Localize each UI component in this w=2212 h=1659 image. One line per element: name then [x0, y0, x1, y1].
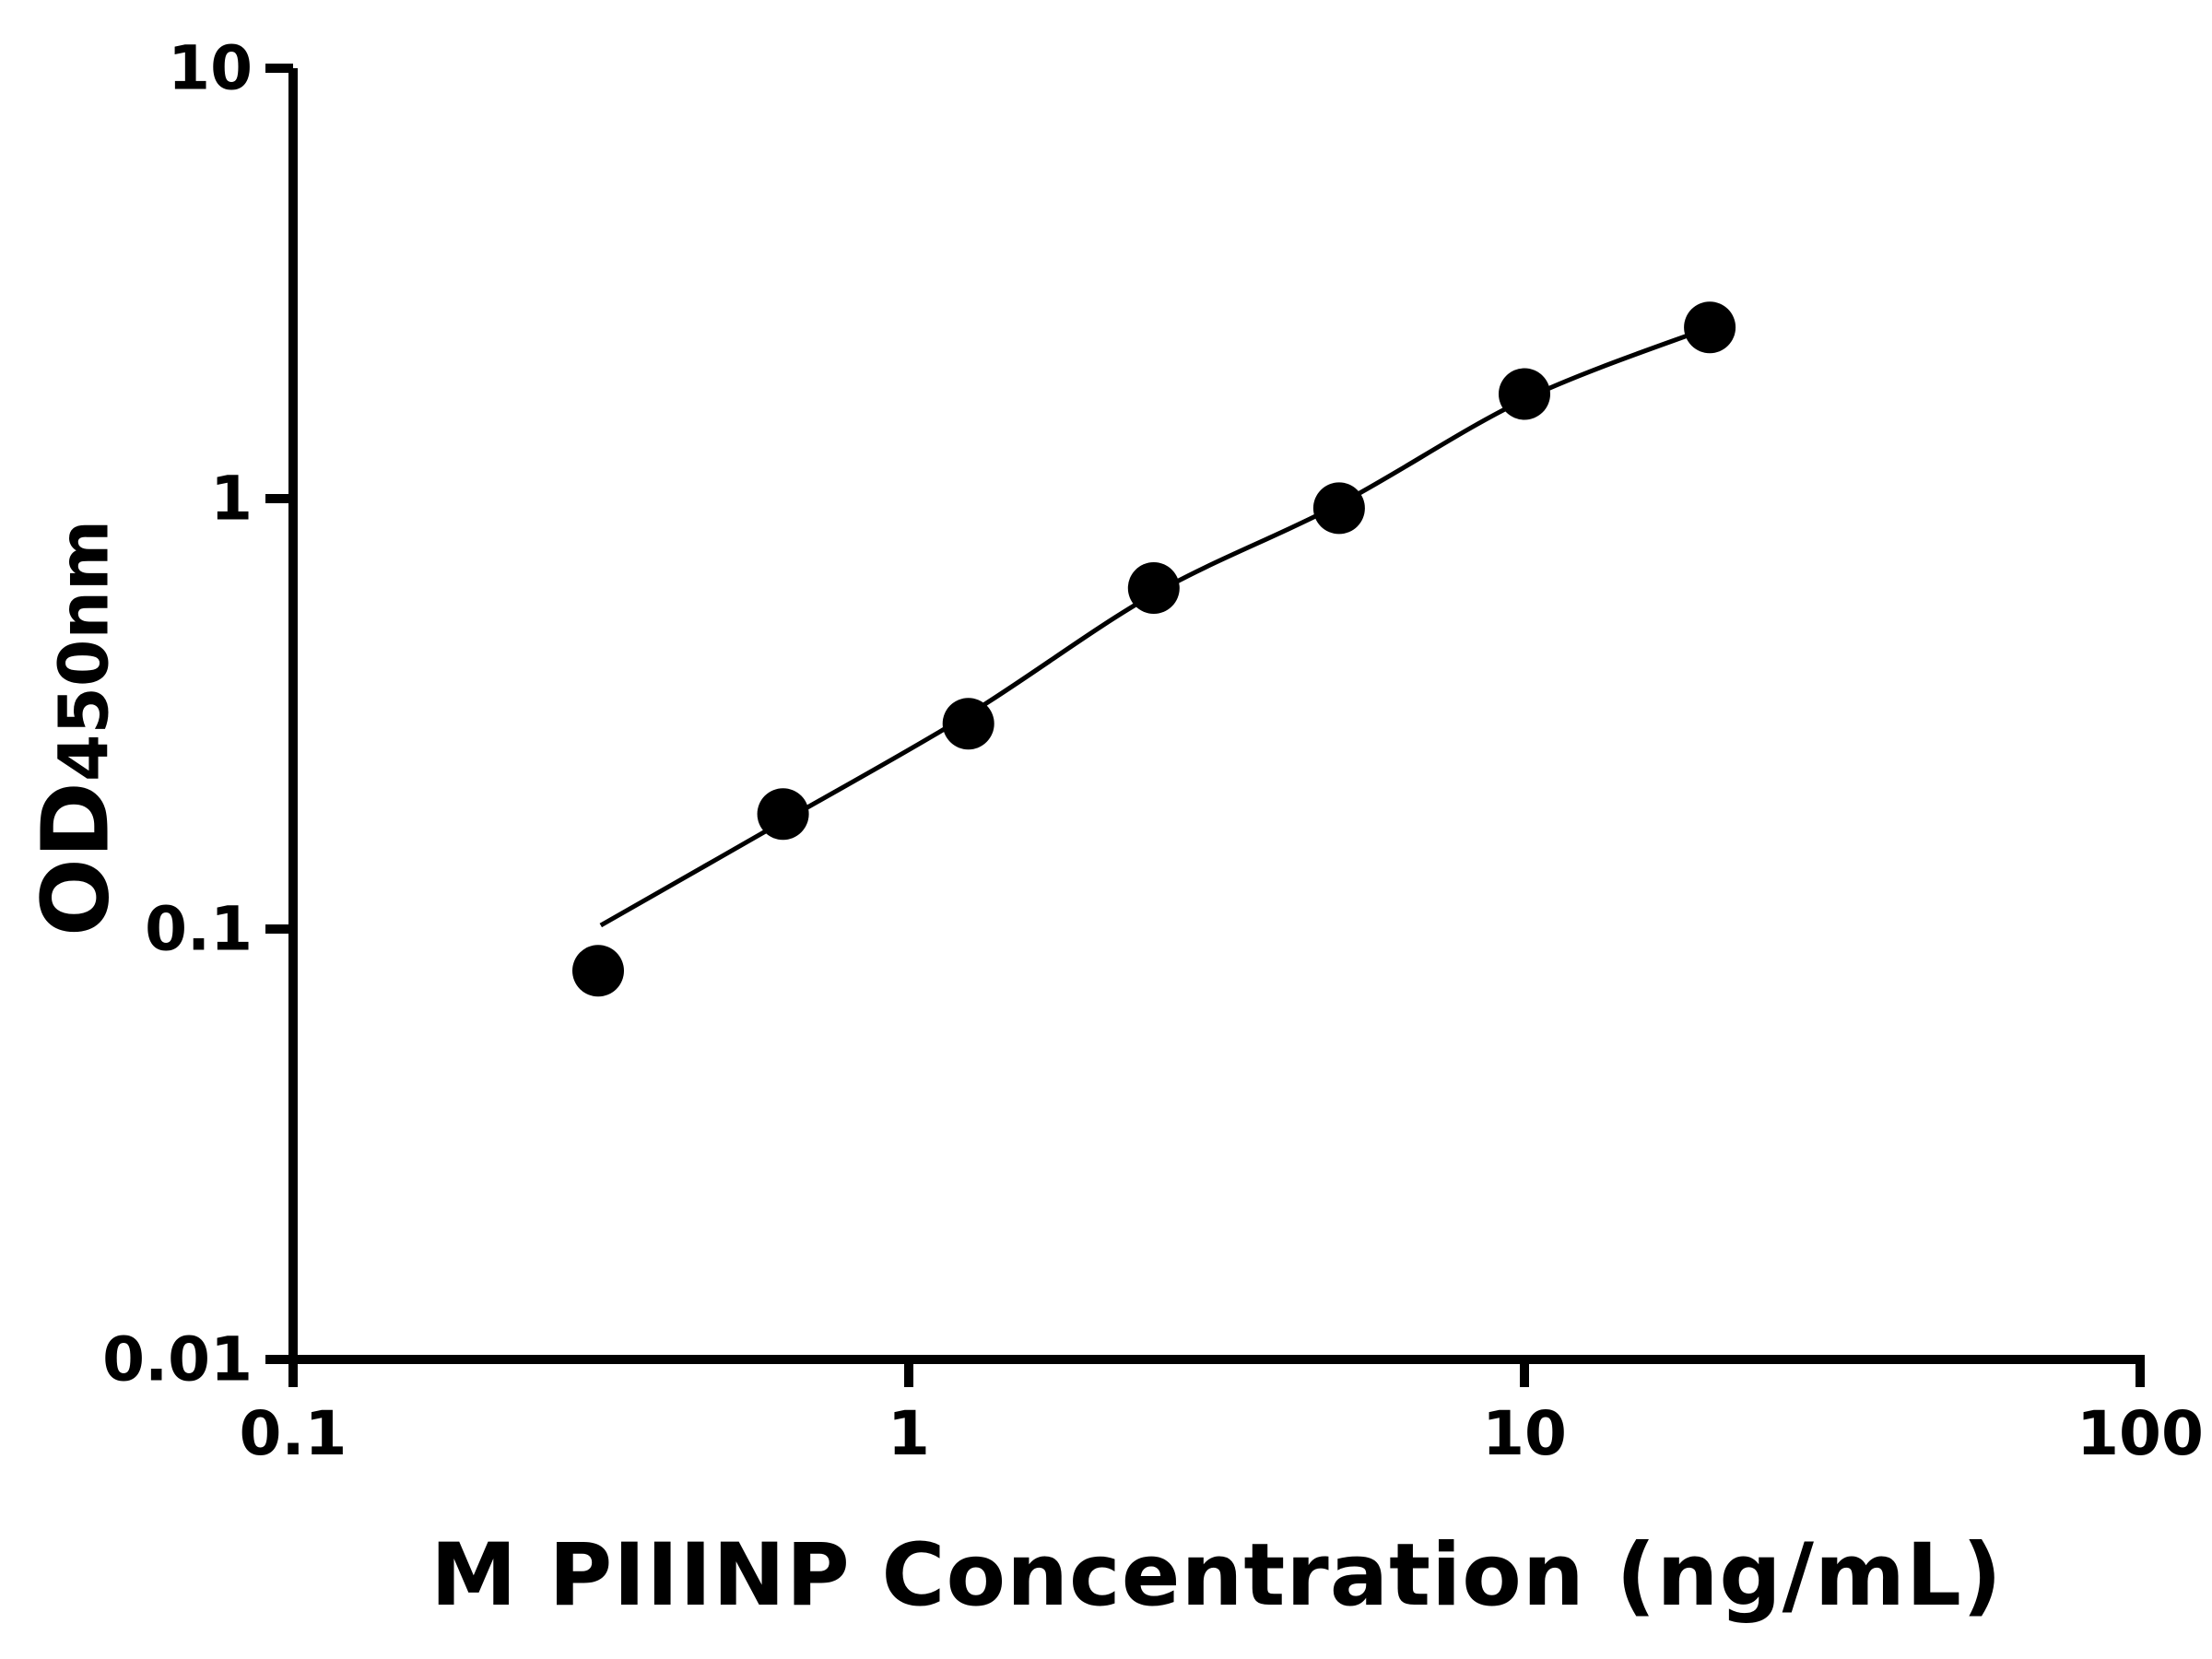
y-axis-title: OD450nm	[22, 520, 130, 936]
y-tick-label: 10	[168, 32, 253, 104]
x-tick-label: 10	[1482, 1398, 1567, 1469]
data-point	[757, 788, 809, 841]
data-point	[1684, 301, 1736, 354]
data-point	[942, 698, 994, 750]
data-point	[1312, 482, 1365, 535]
y-tick-label: 0.01	[102, 1324, 253, 1395]
y-tick-label: 1	[210, 463, 253, 535]
y-axis-title-main: OD	[21, 782, 130, 937]
x-tick-label: 100	[2077, 1398, 2204, 1469]
data-point	[1499, 368, 1550, 420]
y-axis-title-sub: 450nm	[44, 519, 124, 782]
data-point	[1127, 562, 1180, 614]
y-tick-label: 0.1	[145, 893, 253, 965]
x-axis-title: M PIIINP Concentration (ng/mL)	[430, 1525, 2003, 1626]
fit-curve	[599, 324, 1712, 928]
x-tick-label: 0.1	[239, 1398, 347, 1469]
data-point	[572, 945, 624, 997]
x-tick-label: 1	[888, 1398, 930, 1469]
